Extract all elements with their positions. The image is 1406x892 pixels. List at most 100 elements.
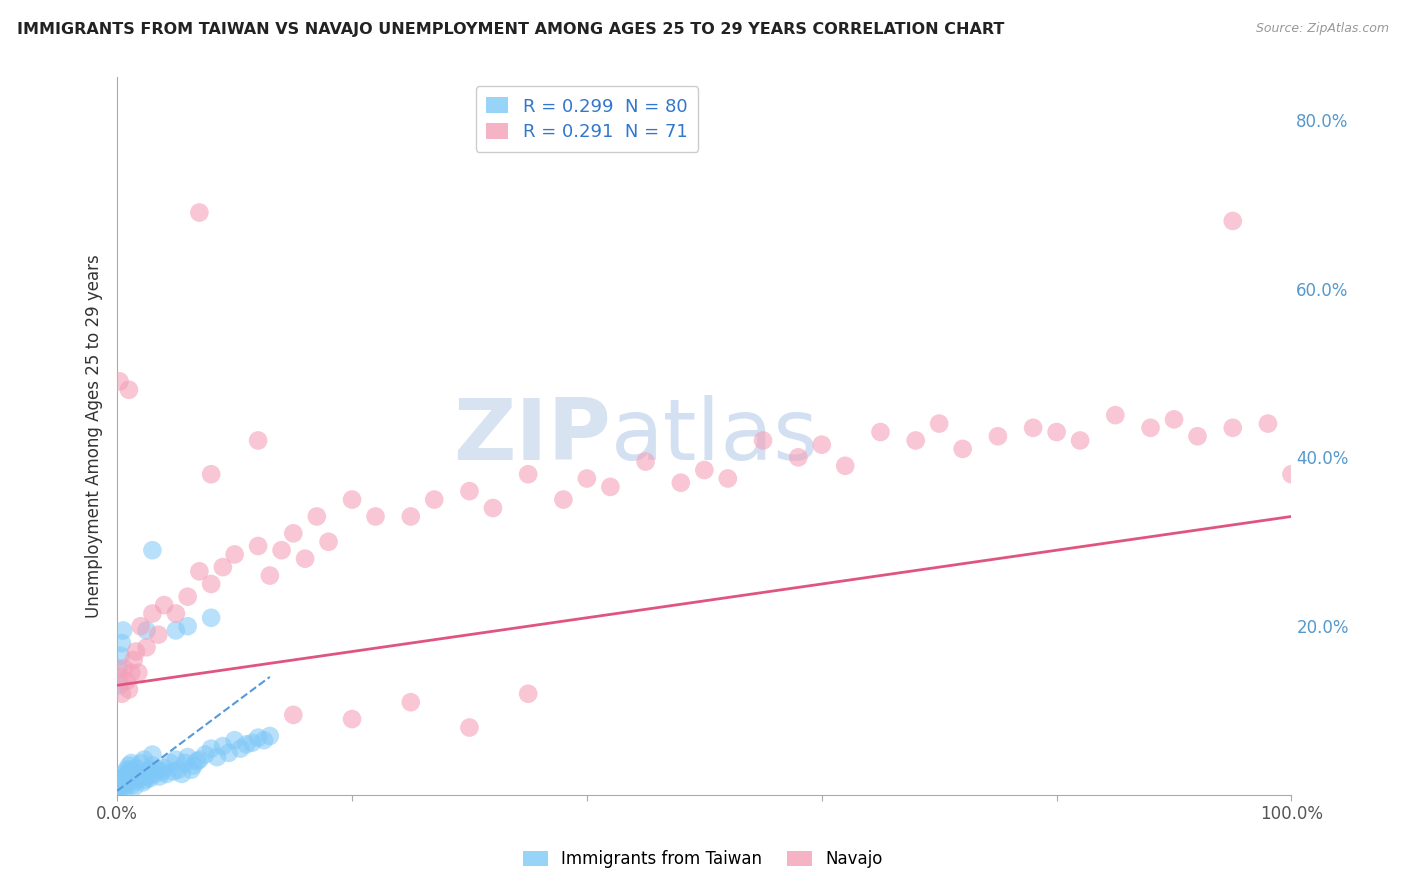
Point — [148, 770, 170, 784]
Point — [111, 780, 134, 794]
Point — [165, 624, 187, 638]
Point — [141, 747, 163, 762]
Point — [112, 767, 135, 781]
Point — [120, 665, 142, 680]
Point — [110, 778, 132, 792]
Point — [165, 607, 187, 621]
Point — [141, 543, 163, 558]
Point — [200, 577, 222, 591]
Point — [120, 775, 142, 789]
Point — [174, 756, 197, 770]
Point — [114, 781, 136, 796]
Point — [120, 756, 142, 770]
Point — [952, 442, 974, 456]
Legend: Immigrants from Taiwan, Navajo: Immigrants from Taiwan, Navajo — [516, 844, 890, 875]
Point — [1069, 434, 1091, 448]
Point — [141, 758, 163, 772]
Point — [128, 771, 150, 785]
Point — [135, 764, 157, 779]
Point — [110, 648, 132, 663]
Point — [340, 492, 363, 507]
Point — [247, 434, 270, 448]
Point — [305, 509, 328, 524]
Point — [200, 467, 222, 482]
Point — [235, 738, 257, 752]
Point — [122, 653, 145, 667]
Point — [1281, 467, 1303, 482]
Text: Source: ZipAtlas.com: Source: ZipAtlas.com — [1256, 22, 1389, 36]
Point — [717, 471, 740, 485]
Point — [121, 778, 143, 792]
Point — [240, 736, 263, 750]
Point — [153, 761, 176, 775]
Point — [112, 661, 135, 675]
Point — [259, 568, 281, 582]
Point — [218, 746, 240, 760]
Point — [693, 463, 716, 477]
Point — [205, 750, 228, 764]
Point — [259, 729, 281, 743]
Point — [294, 551, 316, 566]
Point — [120, 763, 142, 777]
Point — [136, 770, 159, 784]
Point — [155, 767, 177, 781]
Point — [112, 780, 135, 794]
Point — [146, 763, 169, 777]
Point — [108, 670, 131, 684]
Point — [127, 665, 149, 680]
Point — [253, 733, 276, 747]
Point — [153, 598, 176, 612]
Point — [458, 484, 481, 499]
Point — [183, 758, 205, 772]
Point — [180, 763, 202, 777]
Point — [110, 771, 132, 785]
Point — [176, 590, 198, 604]
Point — [138, 763, 160, 777]
Point — [423, 492, 446, 507]
Point — [869, 425, 891, 439]
Legend: R = 0.299  N = 80, R = 0.291  N = 71: R = 0.299 N = 80, R = 0.291 N = 71 — [475, 87, 699, 152]
Point — [212, 560, 235, 574]
Point — [118, 383, 141, 397]
Point — [364, 509, 387, 524]
Point — [125, 761, 148, 775]
Point — [107, 661, 129, 675]
Point — [1022, 421, 1045, 435]
Point — [575, 471, 598, 485]
Point — [143, 767, 166, 781]
Text: atlas: atlas — [610, 395, 818, 478]
Point — [186, 754, 208, 768]
Point — [112, 624, 135, 638]
Point — [139, 771, 162, 785]
Text: IMMIGRANTS FROM TAIWAN VS NAVAJO UNEMPLOYMENT AMONG AGES 25 TO 29 YEARS CORRELAT: IMMIGRANTS FROM TAIWAN VS NAVAJO UNEMPLO… — [17, 22, 1004, 37]
Point — [176, 750, 198, 764]
Point — [517, 467, 540, 482]
Point — [247, 539, 270, 553]
Point — [270, 543, 292, 558]
Point — [150, 764, 173, 779]
Point — [120, 771, 142, 785]
Point — [229, 741, 252, 756]
Point — [458, 721, 481, 735]
Point — [247, 731, 270, 745]
Point — [118, 758, 141, 772]
Point — [135, 640, 157, 655]
Point — [107, 784, 129, 798]
Point — [132, 775, 155, 789]
Point — [117, 776, 139, 790]
Point — [1187, 429, 1209, 443]
Point — [904, 434, 927, 448]
Point — [553, 492, 575, 507]
Point — [340, 712, 363, 726]
Point — [752, 434, 775, 448]
Point — [224, 733, 246, 747]
Point — [188, 205, 211, 219]
Point — [165, 753, 187, 767]
Point — [834, 458, 856, 473]
Point — [1104, 408, 1126, 422]
Point — [188, 565, 211, 579]
Point — [141, 607, 163, 621]
Point — [125, 644, 148, 658]
Point — [115, 763, 138, 777]
Point — [634, 454, 657, 468]
